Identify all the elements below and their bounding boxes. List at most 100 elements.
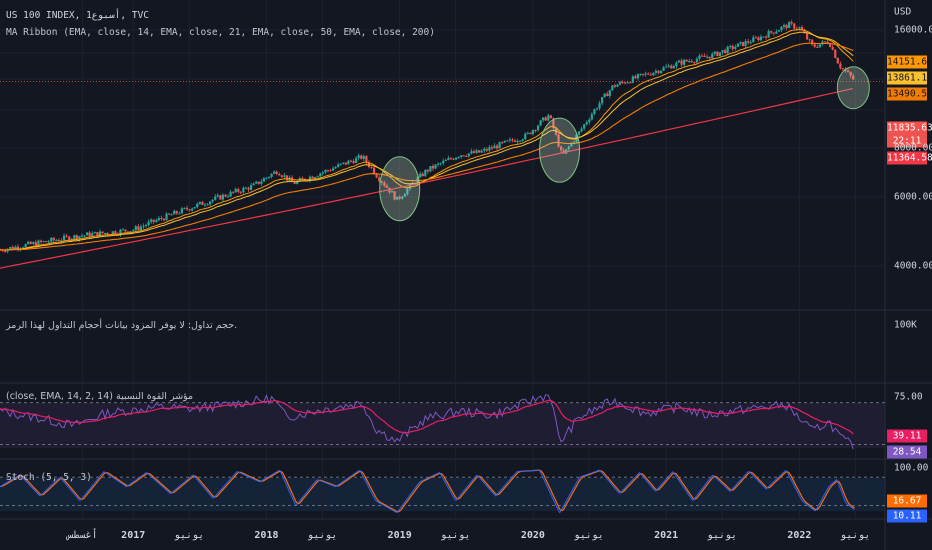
candle xyxy=(731,46,734,49)
candle xyxy=(232,191,235,193)
x-tick-label: أغسطس xyxy=(67,530,98,541)
candle xyxy=(73,235,76,239)
x-tick-label: 2018 xyxy=(254,530,279,541)
candle xyxy=(296,180,299,184)
candle xyxy=(595,108,599,110)
candle xyxy=(249,185,253,190)
candle xyxy=(406,188,409,195)
candle xyxy=(593,109,596,115)
candle xyxy=(608,90,611,97)
candle xyxy=(649,74,652,76)
candle xyxy=(380,181,383,183)
candle xyxy=(429,166,432,172)
candle xyxy=(357,155,360,158)
candle xyxy=(713,51,716,54)
candle xyxy=(495,145,499,149)
candle xyxy=(278,174,281,176)
candle xyxy=(521,139,524,141)
candle xyxy=(16,246,20,250)
candle xyxy=(385,185,388,188)
candle xyxy=(344,162,347,165)
candle xyxy=(667,65,670,67)
candle xyxy=(316,176,319,178)
candle xyxy=(462,155,465,157)
candle xyxy=(252,183,255,186)
candle xyxy=(472,151,476,153)
candle xyxy=(419,173,422,178)
candle xyxy=(11,246,14,250)
candle xyxy=(221,194,225,200)
candle xyxy=(273,171,276,174)
candle xyxy=(267,176,271,178)
candle xyxy=(723,50,727,54)
y-tick-label: 4000.00 xyxy=(894,260,932,272)
candle xyxy=(741,42,745,47)
candle xyxy=(808,39,811,41)
candle xyxy=(398,196,401,199)
candle xyxy=(706,56,709,58)
ma-ribbon-legend[interactable]: MA Ribbon (EMA, close, 14, EMA, close, 2… xyxy=(6,27,435,38)
candle xyxy=(549,115,552,119)
candle xyxy=(378,177,381,182)
candle xyxy=(636,74,640,79)
candle xyxy=(283,175,286,177)
candle xyxy=(150,219,153,222)
candle xyxy=(775,31,778,34)
candle xyxy=(331,168,335,171)
candle xyxy=(314,177,317,179)
candle xyxy=(203,204,207,206)
candle xyxy=(201,201,204,205)
candle xyxy=(544,117,547,121)
x-tick-label: 2020 xyxy=(520,530,545,541)
candle xyxy=(752,37,755,43)
candle xyxy=(139,226,143,230)
candle xyxy=(782,24,786,27)
candle xyxy=(654,70,658,73)
candle xyxy=(829,43,832,48)
candle xyxy=(536,125,540,131)
symbol-title[interactable]: US 100 INDEX, 1أسبوع, TVC xyxy=(6,10,150,21)
candle xyxy=(611,85,614,91)
candle xyxy=(447,158,450,160)
stoch-legend[interactable]: Stoch (5, 5, 3) xyxy=(6,472,92,483)
rsi-ma-line xyxy=(0,399,854,435)
candle xyxy=(65,235,68,237)
candle xyxy=(703,55,706,58)
candle xyxy=(795,28,798,30)
candle xyxy=(670,65,673,69)
rsi-legend[interactable]: (close, EMA, 14, 2, 14) مؤشر القوة النسب… xyxy=(6,391,194,402)
candle xyxy=(437,163,440,165)
candle xyxy=(339,163,342,165)
candle xyxy=(219,195,222,200)
ema21-badge: 13861.16 xyxy=(887,71,932,85)
ema200-badge: 11364.58 xyxy=(887,151,932,165)
candle xyxy=(565,149,568,154)
candle xyxy=(321,172,324,174)
candle xyxy=(24,244,27,248)
candle xyxy=(618,82,622,85)
candle xyxy=(329,170,332,172)
candle xyxy=(598,103,601,109)
stoch-k-line xyxy=(0,469,855,514)
candle xyxy=(152,219,155,222)
candle xyxy=(513,140,517,143)
candle xyxy=(431,166,435,169)
candle xyxy=(767,31,770,38)
y-tick-label: 8000.00 xyxy=(894,142,932,154)
candle xyxy=(816,46,819,48)
candle xyxy=(547,115,550,121)
x-tick-label: 2022 xyxy=(787,530,812,541)
highlight-circle xyxy=(836,66,870,110)
candle xyxy=(652,72,655,76)
candle xyxy=(798,27,801,29)
candle xyxy=(93,232,96,234)
candle xyxy=(365,156,368,163)
y-tick-label: 16000.00 xyxy=(894,24,932,36)
candle xyxy=(83,235,86,237)
candle xyxy=(577,131,581,135)
candle xyxy=(257,181,260,184)
candle xyxy=(659,70,663,74)
candle xyxy=(739,42,742,44)
candle xyxy=(324,170,327,173)
